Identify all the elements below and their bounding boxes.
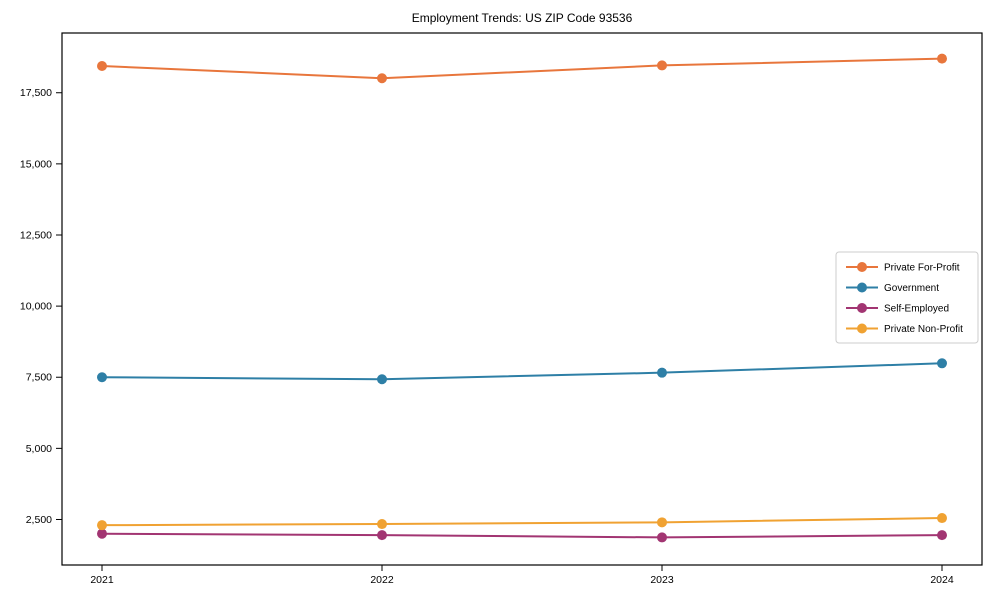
data-point-private-non-profit-2023	[657, 517, 667, 528]
data-point-private-for-profit-2022	[377, 73, 387, 84]
series-line-private-non-profit	[101, 517, 943, 527]
legend-marker-self-employed	[857, 303, 867, 313]
series-line-self-employed	[101, 532, 943, 539]
data-point-self-employed-2022	[377, 530, 387, 541]
y-tick-label: 10,000	[20, 301, 52, 313]
legend-marker-private-for-profit	[857, 262, 867, 272]
data-point-self-employed-2021	[97, 528, 107, 539]
y-tick-label: 17,500	[20, 87, 52, 99]
y-tick-label: 5,000	[26, 443, 52, 455]
plot-border	[61, 32, 983, 566]
data-point-private-for-profit-2024	[937, 53, 947, 64]
legend-label-self-employed: Self-Employed	[884, 304, 949, 315]
series-line-government	[101, 362, 943, 381]
x-tick-label-2023: 2023	[650, 574, 674, 586]
data-point-government-2022	[377, 374, 387, 385]
legend-marker-government	[857, 282, 867, 293]
y-tick-label: 2,500	[26, 514, 52, 526]
data-point-private-non-profit-2024	[937, 513, 947, 524]
legend-box	[835, 251, 979, 344]
x-tick-label-2021: 2021	[90, 574, 114, 586]
x-tick-label-2024: 2024	[930, 574, 954, 586]
legend-label-government: Government	[884, 283, 939, 294]
legend-label-private-for-profit: Private For-Profit	[884, 263, 960, 274]
data-point-government-2021	[97, 372, 107, 383]
data-point-private-non-profit-2022	[377, 519, 387, 530]
legend-marker-private-non-profit	[857, 323, 867, 334]
data-point-government-2024	[937, 358, 947, 369]
data-point-private-non-profit-2021	[97, 520, 107, 531]
data-point-self-employed-2023	[657, 532, 667, 543]
data-point-private-for-profit-2021	[97, 61, 107, 72]
chart-title: Employment Trends: US ZIP Code 93536	[411, 11, 633, 25]
y-tick-label: 12,500	[20, 229, 52, 241]
y-tick-label: 15,000	[20, 158, 52, 170]
legend-label-private-non-profit: Private Non-Profit	[884, 324, 963, 335]
series-line-private-for-profit	[101, 57, 943, 80]
x-tick-label-2022: 2022	[370, 574, 394, 586]
data-point-private-for-profit-2023	[657, 60, 667, 71]
data-point-self-employed-2024	[937, 530, 947, 541]
y-tick-label: 7,500	[26, 372, 52, 384]
data-point-government-2023	[657, 367, 667, 378]
